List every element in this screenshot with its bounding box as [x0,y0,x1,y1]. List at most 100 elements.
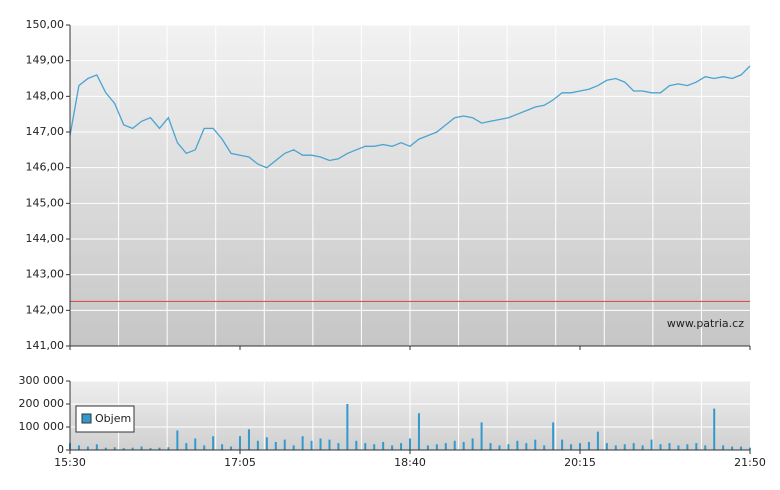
volume-bar [149,448,152,450]
volume-bar [596,431,599,450]
volume-bar [212,436,215,450]
volume-bar [122,448,125,450]
volume-bar [391,445,394,450]
y-tick-label: 142,00 [26,303,65,316]
volume-bar [462,441,465,450]
volume-bar [265,437,268,450]
price-line [69,65,751,169]
volume-bar [158,447,161,450]
volume-bar [677,445,680,450]
volume-bar [740,446,743,450]
volume-bar [400,443,403,450]
volume-bar [417,413,420,450]
volume-bar [632,443,635,450]
y-tick-label: 148,00 [26,89,65,102]
volume-bar [337,443,340,450]
y-tick-label: 150,00 [26,18,65,31]
volume-bar [498,445,501,450]
volume-bar [409,438,411,450]
y-tick-label: 143,00 [26,268,65,281]
volume-bar [534,439,537,450]
legend-label: Objem [95,412,131,425]
volume-bar [471,438,474,450]
volume-bar [113,447,116,450]
volume-bar [364,443,367,450]
volume-bar [319,438,322,450]
volume-bar [95,444,98,450]
volume-bar [543,445,546,450]
y-tick-label: 147,00 [26,125,65,138]
volume-bar [570,444,573,450]
volume-bar [328,439,331,450]
x-tick-label: 20:15 [564,456,596,469]
volume-bar [140,446,143,450]
volume-bar [561,439,564,450]
watermark: www.patria.cz [667,317,744,330]
volume-bar [310,440,313,450]
volume-bar [695,443,698,450]
volume-bar [176,430,179,450]
y-tick-label: 100 000 [19,420,65,433]
volume-bar [301,436,304,450]
x-tick-label: 15:30 [54,456,86,469]
volume-bar [86,446,89,450]
volume-bar [221,444,224,450]
volume-bar [444,443,447,450]
y-tick-label: 0 [57,443,64,456]
volume-bar [239,436,241,450]
volume-bar [605,443,608,450]
volume-bar [247,429,250,450]
volume-bar [686,444,689,450]
volume-bar [426,445,429,450]
y-tick-label: 141,00 [26,339,65,352]
volume-bar [283,439,286,450]
volume-bar [453,440,456,450]
volume-bar [104,447,107,450]
volume-bar [203,445,206,450]
volume-bar [77,445,80,450]
volume-bar [668,443,671,450]
volume-bar [722,445,725,450]
volume-bar [623,444,626,450]
volume-bar [525,443,528,450]
volume-bar [373,444,376,450]
x-tick-label: 21:50 [734,456,766,469]
legend-swatch [81,413,92,424]
volume-bar [230,446,233,450]
volume-bar [489,443,492,450]
y-tick-label: 300 000 [19,374,65,387]
volume-bar [185,443,188,450]
volume-bar [435,444,438,450]
volume-bar [587,441,590,450]
volume-bar [382,441,385,450]
volume-bar [713,408,716,450]
volume-bar [552,422,555,450]
volume-bar [292,445,295,450]
y-tick-label: 144,00 [26,232,65,245]
volume-bar [731,446,734,450]
volume-bar [131,447,134,450]
volume-bar [704,445,707,450]
volume-bar [650,439,653,450]
volume-bar [346,404,349,450]
volume-bar [274,441,277,450]
volume-bar [641,445,644,450]
x-tick-label: 17:05 [224,456,256,469]
y-tick-label: 200 000 [19,397,65,410]
volume-bar [659,444,662,450]
y-tick-label: 149,00 [26,54,65,67]
volume-bar [167,447,170,450]
volume-bar [507,444,510,450]
volume-bar [516,440,519,450]
volume-bar [749,447,751,450]
volume-bar [355,440,358,450]
volume-bar [256,440,259,450]
y-tick-label: 146,00 [26,161,65,174]
volume-bar [614,445,617,450]
volume-bar [194,438,197,450]
volume-bar [480,422,483,450]
x-tick-label: 18:40 [394,456,426,469]
volume-bar [579,443,581,450]
y-tick-label: 145,00 [26,196,65,209]
